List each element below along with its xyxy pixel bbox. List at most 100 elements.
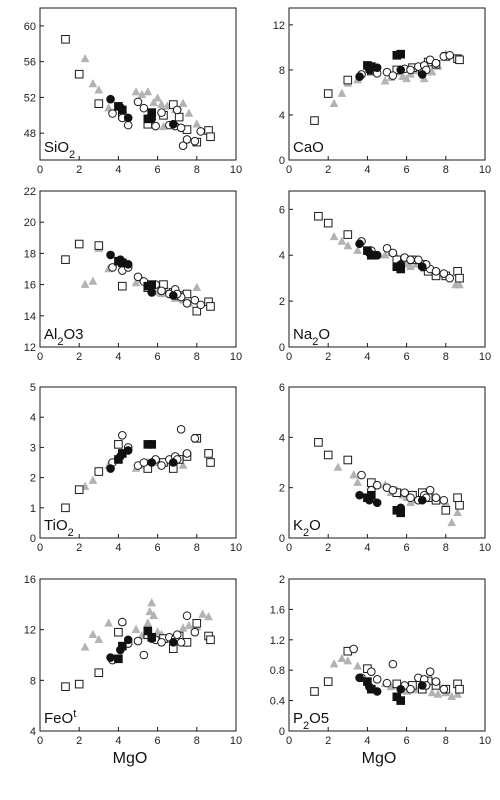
y-tick-label: 1: [30, 503, 36, 515]
open-circle-point: [176, 638, 186, 647]
y-tick-label: 0: [30, 533, 36, 545]
open-circle-point: [190, 434, 200, 443]
filled-circle-point: [417, 262, 427, 272]
open-circle-point: [139, 458, 149, 467]
x-tick-label: 8: [443, 542, 449, 554]
open-circle-point: [172, 105, 182, 115]
open-circle-point: [431, 677, 441, 686]
open-circle-point: [190, 136, 200, 146]
open-square-point: [174, 112, 184, 122]
open-square-point: [192, 306, 202, 316]
plot-frame: [39, 386, 237, 539]
y-tick-label: 56: [24, 57, 36, 69]
open-square-point: [118, 281, 127, 291]
open-square-point: [61, 682, 70, 691]
open-circle-point: [439, 495, 449, 505]
filled-circle-point: [116, 452, 125, 461]
y-tick-label: 48: [24, 128, 36, 140]
filled-circle-point: [106, 94, 115, 104]
grey-triangle-point: [94, 85, 104, 94]
open-circle-point: [182, 611, 192, 621]
open-square-point: [314, 438, 323, 447]
x-tick-label: 2: [76, 735, 82, 747]
grey-triangle-point: [329, 98, 339, 107]
open-circle-point: [157, 461, 166, 470]
filled-circle-point: [355, 239, 364, 249]
grey-triangle-point: [343, 241, 353, 250]
filled-circle-point: [365, 682, 374, 692]
filled-circle-point: [123, 446, 133, 455]
x-tick-label: 10: [479, 164, 491, 176]
filled-circle-point: [116, 102, 125, 112]
open-circle-point: [182, 299, 192, 308]
y-tick-label: 3: [30, 442, 36, 454]
open-circle-point: [372, 480, 382, 490]
grey-triangle-point: [143, 87, 153, 96]
open-square-point: [314, 211, 323, 221]
open-square-point: [74, 239, 84, 249]
open-square-point: [114, 440, 123, 449]
open-square-point: [206, 132, 215, 142]
x-tick-label: 6: [155, 542, 161, 554]
filled-circle-point: [365, 495, 374, 505]
x-tick-label: 8: [194, 542, 200, 554]
y-tick-label: 8: [279, 65, 285, 77]
x-tick-label: 4: [364, 164, 370, 176]
y-tick-label: 20: [24, 217, 36, 229]
grey-triangle-point: [80, 279, 90, 288]
y-tick-label: 2: [279, 296, 285, 308]
open-circle-point: [425, 485, 435, 495]
open-circle-point: [431, 266, 441, 276]
x-tick-label: 8: [194, 351, 200, 363]
grey-triangle-point: [453, 689, 462, 698]
x-tick-label: 2: [325, 735, 331, 747]
x-tick-label: 10: [230, 542, 242, 554]
y-tick-label: 4: [279, 432, 285, 444]
x-tick-label: 8: [443, 164, 449, 176]
open-circle-point: [172, 630, 182, 640]
open-circle-point: [357, 470, 366, 480]
x-tick-label: 0: [286, 351, 292, 363]
open-square-point: [323, 450, 333, 460]
grey-triangle-point: [104, 103, 114, 112]
grey-triangle-point: [406, 261, 415, 270]
y-tick-label: 1.6: [270, 604, 285, 616]
grey-triangle-point: [353, 477, 363, 486]
grey-triangle-point: [147, 598, 157, 607]
grey-triangle-point: [329, 231, 339, 241]
open-circle-point: [157, 286, 166, 296]
y-tick-label: 60: [24, 21, 36, 33]
filled-circle-point: [365, 65, 374, 75]
open-square-point: [343, 75, 353, 85]
open-circle-point: [439, 269, 449, 278]
oxide-label: FeOt: [44, 708, 76, 727]
y-tick-label: 0: [279, 342, 285, 354]
y-tick-label: 12: [24, 342, 36, 354]
open-square-point: [74, 679, 84, 689]
open-circle-point: [196, 300, 206, 310]
open-circle-point: [400, 488, 409, 498]
open-circle-point: [439, 684, 449, 694]
open-circle-point: [445, 50, 455, 60]
grey-triangle-point: [447, 517, 457, 527]
filled-circle-point: [116, 255, 125, 264]
open-square-point: [323, 677, 333, 686]
y-tick-label: 4: [30, 412, 36, 424]
x-tick-label: 6: [155, 164, 161, 176]
panel-feot: 0 2 4 6 8 10 4 8 12 16 FeOt MgO: [24, 574, 242, 767]
grey-triangle-point: [131, 624, 141, 633]
y-tick-label: 1.2: [270, 635, 285, 647]
open-circle-point: [406, 65, 415, 75]
y-tick-label: 12: [273, 20, 285, 32]
x-tick-label: 10: [479, 542, 491, 554]
oxide-label-tail: O: [318, 326, 330, 343]
x-tick-label: 0: [286, 735, 292, 747]
x-tick-label: 6: [155, 351, 161, 363]
x-tick-label: 8: [194, 164, 200, 176]
open-square-point: [323, 218, 333, 228]
x-tick-label: 6: [404, 542, 410, 554]
open-circle-point: [133, 636, 143, 646]
x-tick-label: 2: [76, 351, 82, 363]
